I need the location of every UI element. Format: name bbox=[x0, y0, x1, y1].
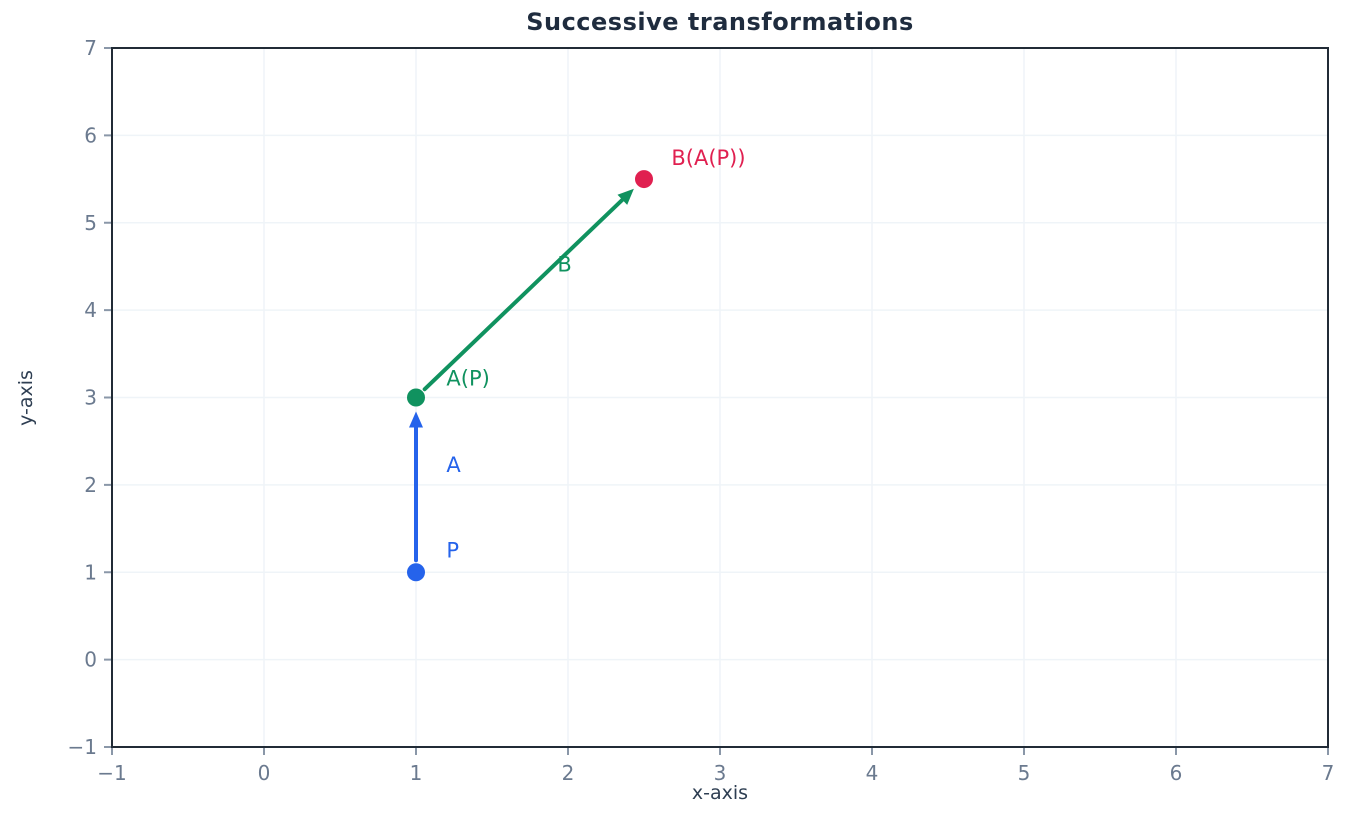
x-tick-label: 7 bbox=[1322, 761, 1335, 785]
x-tick-label: 2 bbox=[562, 761, 575, 785]
x-tick-label: 4 bbox=[866, 761, 879, 785]
arrow-B-head bbox=[617, 188, 634, 205]
point-A-of-P-label: A(P) bbox=[446, 366, 489, 390]
x-tick-label: 6 bbox=[1170, 761, 1183, 785]
x-tick-label: 5 bbox=[1018, 761, 1031, 785]
y-tick-label: 2 bbox=[84, 473, 97, 497]
point-A-of-P bbox=[407, 388, 425, 407]
arrow-B-label: B bbox=[557, 253, 571, 277]
y-tick-label: 1 bbox=[84, 560, 97, 584]
y-axis-label: y-axis bbox=[15, 370, 37, 426]
y-tick-label: 0 bbox=[84, 648, 97, 672]
y-tick-label: 5 bbox=[84, 211, 97, 235]
point-B-of-A-of-P-label: B(A(P)) bbox=[671, 146, 745, 170]
arrow-B-shaft bbox=[422, 195, 628, 392]
y-tick-label: −1 bbox=[68, 735, 97, 759]
y-tick-label: 4 bbox=[84, 298, 97, 322]
x-axis-label: x-axis bbox=[691, 782, 749, 804]
chart-title: Successive transformations bbox=[526, 8, 914, 36]
point-B-of-A-of-P bbox=[635, 170, 653, 189]
x-tick-label: −1 bbox=[97, 761, 126, 785]
y-tick-label: 6 bbox=[84, 123, 97, 147]
plot-border bbox=[111, 47, 1329, 748]
arrow-A-head bbox=[409, 411, 423, 428]
x-tick-label: 1 bbox=[410, 761, 423, 785]
y-tick-label: 3 bbox=[84, 386, 97, 410]
x-tick-label: 3 bbox=[714, 761, 727, 785]
point-P bbox=[407, 563, 425, 582]
x-tick-label: 0 bbox=[258, 761, 271, 785]
y-tick-label: 7 bbox=[84, 36, 97, 60]
point-P-label: P bbox=[446, 538, 459, 562]
arrow-A-label: A bbox=[446, 453, 461, 477]
